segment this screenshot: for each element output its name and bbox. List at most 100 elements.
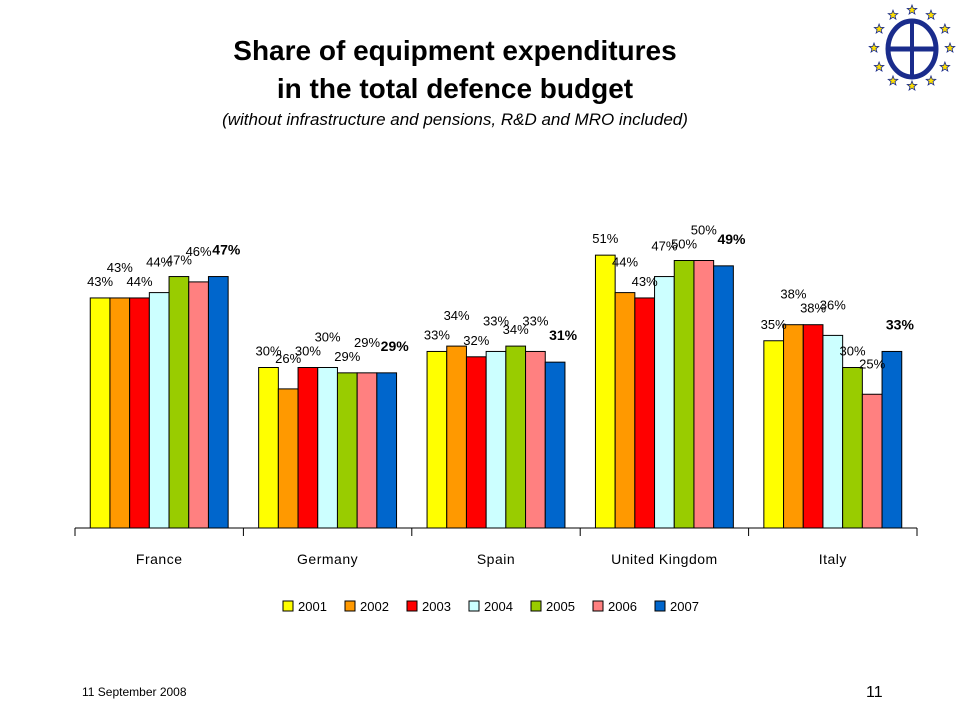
data-label-2006-4: 25% bbox=[859, 356, 885, 371]
legend-label-2003: 2003 bbox=[422, 599, 451, 614]
logo-star bbox=[944, 41, 956, 53]
data-label-2003-2: 32% bbox=[463, 333, 489, 348]
bar-2003-0 bbox=[129, 297, 150, 529]
bar-2007-3 bbox=[713, 265, 734, 529]
logo-star bbox=[868, 41, 880, 53]
chart-title-line1: Share of equipment expenditures bbox=[233, 35, 677, 66]
data-label-2004-4: 36% bbox=[820, 297, 846, 312]
data-label-2007-2: 31% bbox=[549, 327, 578, 343]
data-label-2001-2: 33% bbox=[424, 327, 450, 342]
legend-label-2002: 2002 bbox=[360, 599, 389, 614]
bar-2007-0 bbox=[207, 276, 229, 529]
data-label-2006-2: 33% bbox=[522, 313, 548, 328]
eda-logo-icon bbox=[868, 3, 956, 91]
category-label-2: Spain bbox=[477, 551, 515, 567]
legend-label-2004: 2004 bbox=[484, 599, 513, 614]
logo-star bbox=[906, 79, 918, 91]
bar-2007-2 bbox=[544, 361, 566, 529]
legend-label-2006: 2006 bbox=[608, 599, 637, 614]
bar-2003-1 bbox=[297, 367, 319, 529]
data-label-2002-3: 44% bbox=[612, 255, 638, 270]
data-label-2003-3: 43% bbox=[632, 274, 658, 289]
legend-swatch-2002 bbox=[344, 600, 356, 612]
bar-2001-2 bbox=[426, 350, 448, 529]
category-label-1: Germany bbox=[297, 551, 358, 567]
data-label-2007-4: 33% bbox=[886, 316, 915, 332]
logo-star bbox=[873, 60, 885, 72]
logo-star bbox=[925, 74, 937, 86]
data-label-2003-1: 30% bbox=[295, 344, 321, 359]
data-label-2002-2: 34% bbox=[444, 308, 470, 323]
logo-star bbox=[939, 22, 951, 34]
chart-subtitle: (without infrastructure and pensions, R&… bbox=[222, 110, 688, 129]
data-label-2002-1: 26% bbox=[275, 351, 301, 366]
legend-swatch-2006 bbox=[592, 600, 604, 612]
legend-swatch-2007 bbox=[654, 600, 666, 612]
legend-label-2001: 2001 bbox=[298, 599, 327, 614]
category-label-4: Italy bbox=[819, 551, 847, 567]
bar-2004-2 bbox=[485, 350, 507, 529]
bar-2002-4 bbox=[783, 324, 804, 529]
bar-2002-0 bbox=[109, 297, 131, 529]
logo-star bbox=[873, 22, 885, 34]
bar-2005-3 bbox=[673, 260, 695, 529]
data-label-2006-3: 50% bbox=[691, 223, 717, 238]
bar-2002-3 bbox=[614, 292, 636, 529]
data-label-2003-4: 38% bbox=[800, 301, 826, 316]
bar-2004-4 bbox=[822, 334, 844, 529]
data-label-2007-0: 47% bbox=[212, 242, 241, 258]
legend-swatch-2004 bbox=[468, 600, 480, 612]
data-label-2001-3: 51% bbox=[592, 231, 618, 246]
logo-star bbox=[925, 8, 937, 21]
bar-2005-1 bbox=[336, 372, 358, 529]
bar-2002-2 bbox=[446, 345, 467, 529]
bar-2003-4 bbox=[802, 324, 824, 529]
data-label-2002-4: 38% bbox=[780, 287, 806, 302]
data-label-2001-4: 35% bbox=[761, 317, 787, 332]
legend-swatch-2001 bbox=[282, 600, 294, 612]
data-label-2005-1: 29% bbox=[334, 349, 360, 364]
data-label-2004-0: 44% bbox=[146, 255, 172, 270]
data-label-2004-1: 30% bbox=[315, 330, 341, 345]
bar-2001-4 bbox=[763, 340, 785, 529]
bar-2005-2 bbox=[505, 345, 527, 529]
chart-title-line2: in the total defence budget bbox=[276, 73, 634, 104]
bar-2004-1 bbox=[317, 367, 338, 529]
data-label-2005-2: 34% bbox=[503, 322, 529, 337]
data-label-2001-0: 43% bbox=[87, 274, 113, 289]
bar-2006-2 bbox=[525, 350, 546, 529]
data-label-2005-0: 47% bbox=[166, 253, 192, 268]
legend-swatch-2003 bbox=[406, 600, 418, 612]
logo-star bbox=[887, 8, 899, 21]
legend-label-2007: 2007 bbox=[670, 599, 699, 614]
data-label-2001-1: 30% bbox=[255, 344, 281, 359]
page-number: 11 bbox=[866, 684, 883, 701]
legend-label-2005: 2005 bbox=[546, 599, 575, 614]
bar-2003-3 bbox=[634, 297, 656, 529]
bar-2006-4 bbox=[861, 393, 883, 529]
data-label-2004-2: 33% bbox=[483, 313, 509, 328]
bar-2007-4 bbox=[881, 350, 903, 529]
bar-2007-1 bbox=[376, 372, 398, 529]
logo-star bbox=[906, 3, 918, 15]
bar-2005-4 bbox=[842, 367, 863, 529]
bar-2001-0 bbox=[89, 297, 111, 529]
data-label-2005-4: 30% bbox=[839, 344, 865, 359]
bar-2006-0 bbox=[188, 281, 209, 529]
data-label-2005-3: 50% bbox=[671, 237, 697, 252]
data-label-2003-0: 44% bbox=[126, 274, 152, 289]
bar-2001-3 bbox=[594, 254, 616, 529]
footer-date: 11 September 2008 bbox=[82, 685, 187, 699]
data-label-2004-3: 47% bbox=[651, 239, 677, 254]
logo-star bbox=[887, 74, 899, 86]
category-label-0: France bbox=[136, 551, 183, 567]
bar-2003-2 bbox=[465, 356, 487, 529]
bar-2005-0 bbox=[168, 276, 190, 529]
data-label-2006-0: 46% bbox=[186, 244, 212, 259]
bar-2004-3 bbox=[654, 276, 675, 529]
bar-2006-3 bbox=[693, 260, 715, 529]
bar-2002-1 bbox=[277, 388, 299, 529]
bar-2004-0 bbox=[148, 292, 170, 529]
category-label-3: United Kingdom bbox=[611, 551, 718, 567]
